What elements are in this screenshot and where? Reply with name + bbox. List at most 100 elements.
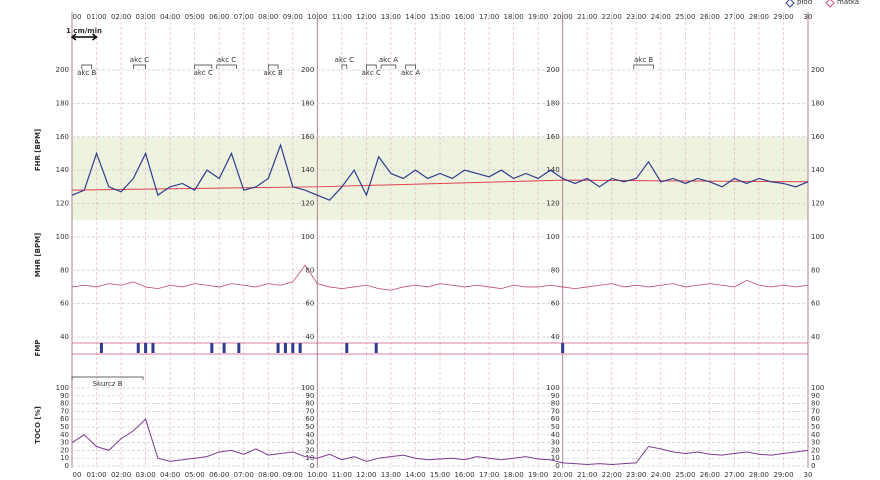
y-tick-label: 180 [56, 99, 69, 107]
acc-bracket [380, 64, 397, 69]
acc-label: akc C [217, 56, 236, 64]
y-tick-label: 80 [811, 266, 820, 274]
y-tick-label: 60 [551, 300, 560, 308]
x-tick-label: 19:00 [528, 13, 548, 21]
x-tick-label: 25:00 [675, 13, 695, 21]
x-tick-label: 15:00 [430, 13, 450, 21]
x-tick-label: 17:00 [479, 13, 499, 21]
x-tick-label: 22:00 [602, 13, 622, 21]
x-tick-label: 02:00 [111, 471, 131, 479]
x-tick-label: 12:00 [356, 471, 376, 479]
x-tick-label: 17:00 [479, 471, 499, 479]
legend-label: płód [797, 0, 812, 6]
x-tick-label: 02:00 [111, 13, 131, 21]
toco-tick-label: 20 [551, 446, 560, 454]
y-tick-label: 200 [56, 66, 69, 74]
y-tick-label: 140 [546, 166, 559, 174]
x-tick-label: 26:00 [700, 471, 720, 479]
y-tick-label: 120 [546, 200, 559, 208]
x-tick-label: 18:00 [504, 471, 524, 479]
x-tick-label: 00 [73, 13, 82, 21]
toco-tick-label: 0 [310, 462, 314, 470]
x-tick-label: 21:00 [577, 13, 597, 21]
toco-tick-label: 30 [811, 439, 820, 447]
x-tick-label: 30 [804, 471, 813, 479]
fmp-mark [237, 343, 241, 353]
fhr-line [71, 143, 809, 201]
x-tick-label: 18:00 [504, 13, 524, 21]
toco-tick-label: 20 [811, 446, 820, 454]
x-tick-label: 13:00 [381, 13, 401, 21]
y-tick-label: 120 [301, 200, 314, 208]
toco-tick-label: 80 [305, 400, 314, 408]
y-tick-label: 140 [811, 166, 824, 174]
x-tick-label: 12:00 [356, 13, 376, 21]
x-tick-label: 11:00 [332, 471, 352, 479]
x-tick-label: 01:00 [86, 471, 106, 479]
contraction-label: Skurcz B [93, 380, 123, 388]
baseline-line [71, 179, 809, 191]
y-tick-label: 120 [56, 200, 69, 208]
y-tick-label: 100 [811, 233, 824, 241]
toco-tick-label: 10 [551, 454, 560, 462]
toco-tick-label: 100 [811, 384, 824, 392]
y-tick-label: 160 [56, 133, 69, 141]
fmp-mark [345, 343, 349, 353]
fmp-label: FMP [34, 340, 42, 357]
x-tick-label: 10:00 [307, 13, 327, 21]
fmp-mark [291, 343, 295, 353]
x-tick-label: 14:00 [405, 471, 425, 479]
x-tick-label: 27:00 [724, 13, 744, 21]
fhr-label: FHR [BPM] [34, 129, 42, 171]
y-tick-label: 40 [60, 333, 69, 341]
toco-tick-label: 30 [551, 439, 560, 447]
y-tick-label: 160 [811, 133, 824, 141]
y-tick-label: 140 [56, 166, 69, 174]
legend-swatch [825, 0, 835, 8]
y-tick-label: 40 [811, 333, 820, 341]
toco-tick-label: 60 [551, 415, 560, 423]
fmp-mark [374, 343, 378, 353]
toco-tick-label: 80 [551, 400, 560, 408]
acc-label: akc A [379, 56, 398, 64]
x-tick-label: 05:00 [185, 471, 205, 479]
fmp-mark [210, 343, 214, 353]
toco-tick-label: 90 [60, 392, 69, 400]
toco-tick-label: 100 [546, 384, 559, 392]
y-tick-label: 100 [546, 233, 559, 241]
fmp-mark [222, 343, 226, 353]
acc-bracket [81, 64, 92, 69]
acc-bracket [341, 64, 348, 69]
toco-tick-label: 70 [305, 407, 314, 415]
y-tick-label: 160 [301, 133, 314, 141]
x-tick-label: 28:00 [749, 471, 769, 479]
y-tick-label: 80 [551, 266, 560, 274]
x-tick-label: 07:00 [234, 13, 254, 21]
toco-tick-label: 10 [305, 454, 314, 462]
toco-tick-label: 70 [60, 407, 69, 415]
toco-tick-label: 90 [551, 392, 560, 400]
y-tick-label: 180 [546, 99, 559, 107]
toco-tick-label: 40 [551, 431, 560, 439]
x-tick-label: 05:00 [185, 13, 205, 21]
x-tick-label: 24:00 [651, 13, 671, 21]
toco-tick-label: 20 [305, 446, 314, 454]
x-tick-label: 09:00 [283, 13, 303, 21]
x-tick-label: 14:00 [405, 13, 425, 21]
acc-bracket [633, 64, 654, 69]
toco-tick-label: 60 [305, 415, 314, 423]
toco-tick-label: 30 [60, 439, 69, 447]
y-tick-label: 80 [305, 266, 314, 274]
x-tick-label: 04:00 [160, 471, 180, 479]
x-tick-label: 10:00 [307, 471, 327, 479]
mhr-line [71, 264, 809, 291]
acc-label: akc C [194, 69, 213, 77]
x-tick-label: 08:00 [258, 13, 278, 21]
y-tick-label: 100 [301, 233, 314, 241]
x-tick-label: 19:00 [528, 471, 548, 479]
acc-label: akc B [634, 56, 653, 64]
x-tick-label: 16:00 [454, 13, 474, 21]
y-tick-label: 80 [60, 266, 69, 274]
x-tick-label: 22:00 [602, 471, 622, 479]
x-tick-label: 08:00 [258, 471, 278, 479]
